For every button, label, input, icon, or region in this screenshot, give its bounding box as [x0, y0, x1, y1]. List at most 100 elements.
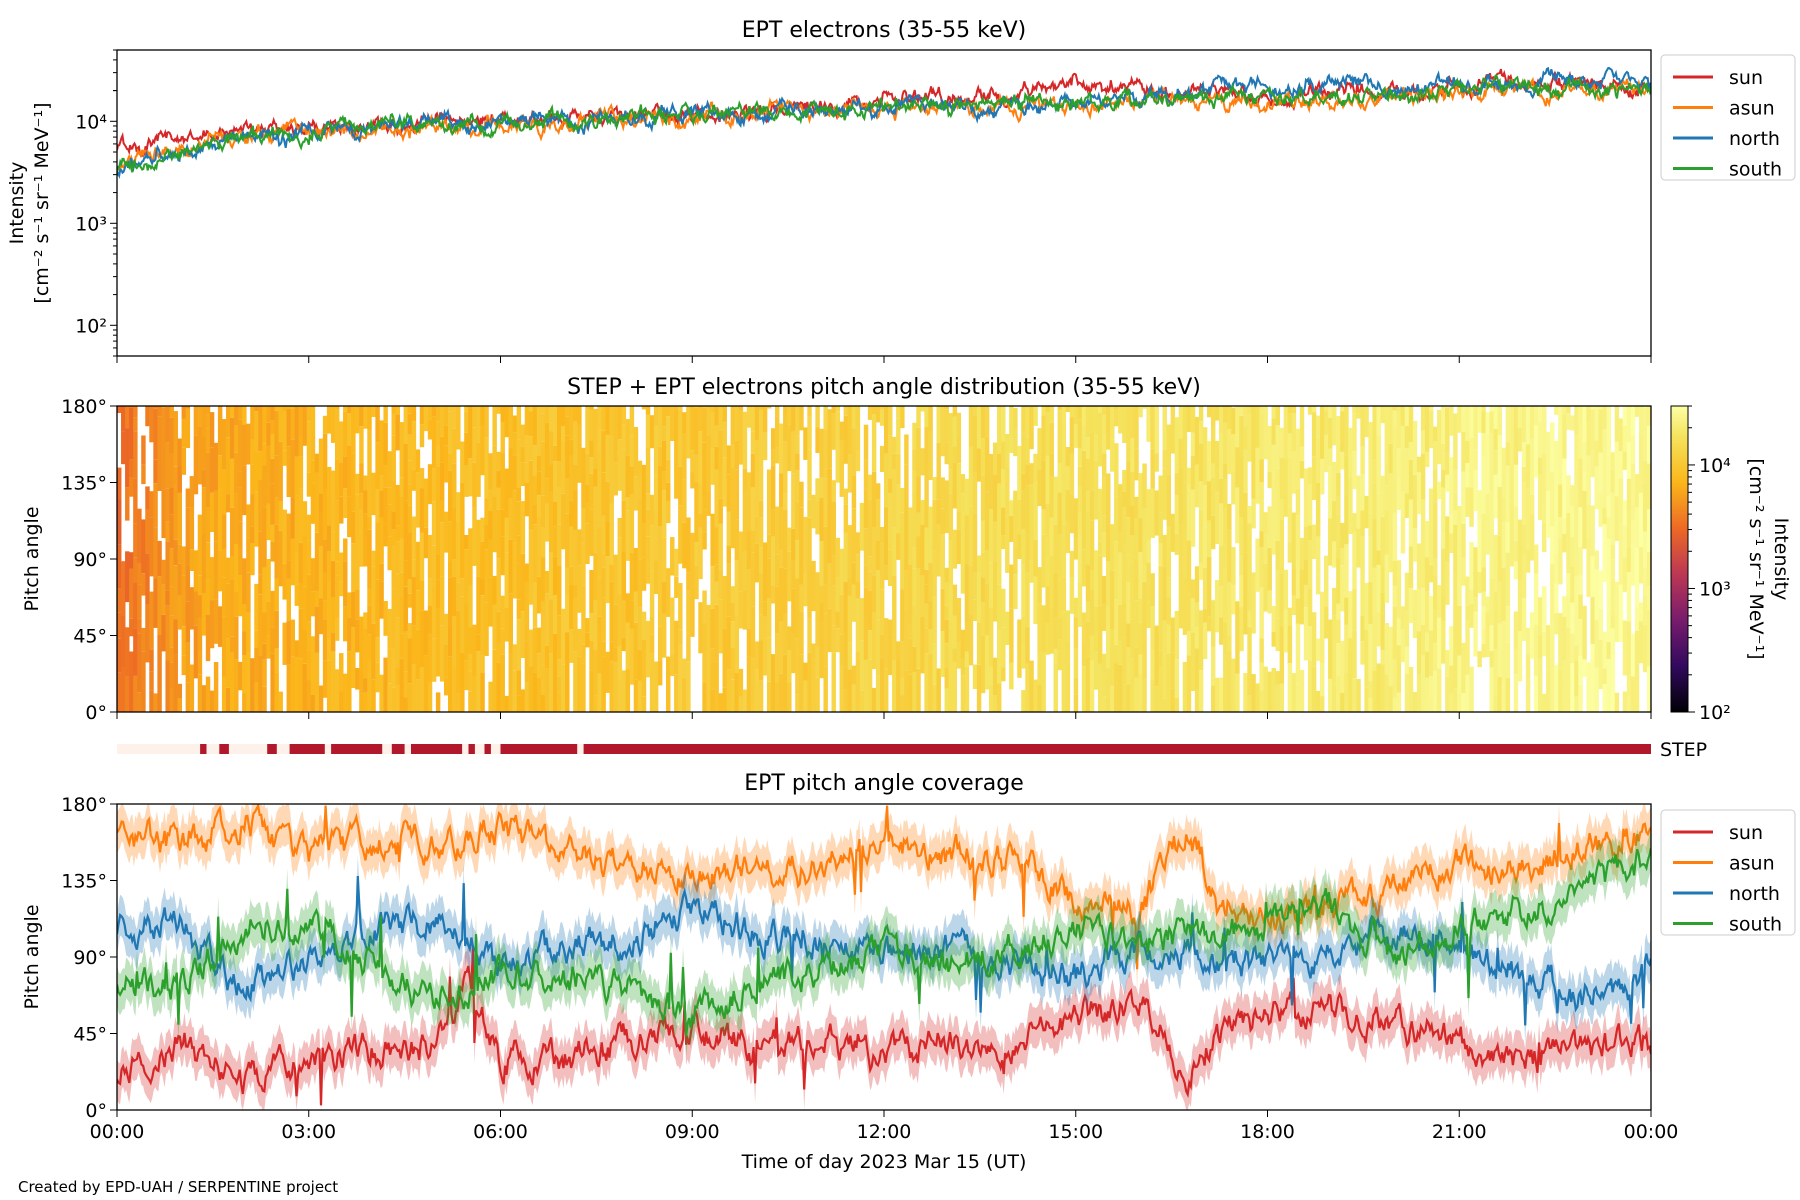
- heat-cell: [1239, 406, 1244, 416]
- heat-cell: [157, 416, 162, 467]
- heat-cell: [855, 450, 861, 472]
- heat-cell: [597, 631, 602, 674]
- heat-cell: [633, 476, 639, 511]
- heat-cell: [1445, 562, 1450, 605]
- heat-cell: [242, 558, 247, 605]
- heat-cell: [1206, 441, 1212, 482]
- heat-cell: [375, 406, 380, 443]
- heat-cell: [775, 554, 780, 587]
- heat-cell: [403, 457, 409, 501]
- heat-cell: [1392, 406, 1398, 411]
- heat-cell: [1404, 611, 1410, 647]
- heat-cell: [779, 423, 784, 474]
- heat-cell: [1138, 518, 1143, 553]
- heat-cell: [540, 665, 546, 695]
- heat-cell: [1162, 654, 1167, 699]
- heat-cell: [1424, 677, 1430, 712]
- heat-cell: [1606, 406, 1612, 455]
- heat-cell: [718, 523, 723, 570]
- heat-cell: [815, 646, 820, 678]
- heat-cell: [1126, 623, 1131, 648]
- heat-cell: [1348, 477, 1353, 535]
- heat-cell: [1170, 406, 1176, 454]
- heat-cell: [972, 415, 978, 473]
- heat-cell: [1073, 498, 1079, 539]
- heat-cell: [1485, 433, 1490, 494]
- heat-cell: [133, 628, 138, 676]
- heat-cell: [169, 688, 174, 712]
- heat-cell: [859, 502, 865, 551]
- heat-cell: [593, 695, 598, 712]
- heat-cell: [1360, 615, 1365, 642]
- heat-cell: [1384, 674, 1390, 688]
- heat-cell: [254, 491, 259, 547]
- heat-cell: [855, 581, 861, 599]
- heat-cell: [1598, 406, 1603, 410]
- heat-cell: [121, 406, 126, 432]
- heat-cell: [1025, 437, 1030, 465]
- heat-cell: [928, 653, 933, 712]
- heat-cell: [1400, 515, 1406, 554]
- heat-cell: [1396, 645, 1402, 693]
- heat-cell: [641, 522, 647, 558]
- heat-cell: [516, 670, 522, 696]
- heat-cell: [330, 597, 336, 633]
- heat-cell: [1142, 582, 1147, 634]
- heat-cell: [589, 457, 594, 474]
- heat-cell: [932, 499, 937, 551]
- heat-cell: [496, 662, 501, 712]
- heat-cell: [1013, 574, 1018, 610]
- heat-cell: [213, 583, 219, 600]
- step-segment: [411, 744, 463, 754]
- heat-cell: [242, 604, 247, 632]
- heat-cell: [302, 501, 308, 537]
- heat-cell: [1134, 677, 1139, 712]
- heat-cell: [1445, 452, 1450, 475]
- heat-cell: [871, 471, 877, 527]
- heat-cell: [117, 467, 122, 500]
- heat-cell: [997, 537, 1002, 585]
- heat-cell: [310, 591, 316, 617]
- heat-cell: [1525, 406, 1531, 445]
- heat-cell: [282, 622, 287, 665]
- heat-cell: [1069, 417, 1075, 454]
- heat-cell: [540, 441, 546, 496]
- heat-cell: [157, 466, 162, 491]
- heat-cell: [726, 445, 731, 475]
- heat-cell: [524, 581, 530, 642]
- heat-cell: [1368, 422, 1373, 461]
- heat-cell: [230, 458, 235, 508]
- heat-cell: [730, 406, 736, 445]
- heat-cell: [758, 517, 764, 548]
- heat-cell: [258, 406, 263, 452]
- heat-cell: [149, 671, 154, 691]
- heat-cell: [1057, 410, 1063, 463]
- heat-cell: [395, 525, 400, 542]
- heat-cell: [1416, 589, 1422, 632]
- heat-cell: [1497, 435, 1503, 457]
- heat-cell: [1376, 564, 1381, 612]
- heat-cell: [129, 568, 134, 619]
- heat-cell: [577, 656, 582, 712]
- heat-cell: [1267, 547, 1272, 591]
- heat-cell: [1223, 463, 1228, 480]
- heat-cell: [738, 696, 744, 712]
- heat-cell: [795, 578, 800, 639]
- heat-cell: [1057, 639, 1063, 671]
- heat-cell: [306, 514, 312, 541]
- heat-cell: [1388, 527, 1394, 551]
- heat-cell: [1114, 599, 1119, 645]
- ytick-label: 10²: [75, 315, 107, 337]
- heat-cell: [1089, 490, 1095, 521]
- heat-cell: [431, 416, 437, 469]
- heat-cell: [403, 586, 409, 632]
- heat-cell: [1219, 433, 1224, 479]
- heat-cell: [1525, 678, 1531, 695]
- heat-cell: [1489, 433, 1494, 491]
- heat-cell: [330, 651, 336, 712]
- heat-cell: [843, 504, 849, 533]
- heat-cell: [484, 602, 489, 656]
- heat-cell: [859, 640, 865, 691]
- heat-cell: [940, 477, 945, 509]
- heat-cell: [492, 649, 497, 665]
